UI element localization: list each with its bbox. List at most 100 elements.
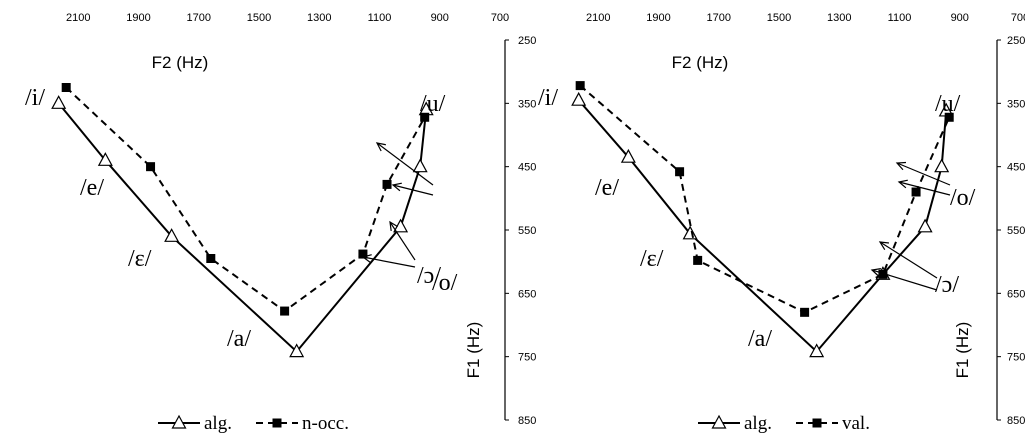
vowel-label: /u/ xyxy=(935,91,961,117)
square-point xyxy=(675,167,685,177)
x-tick-label: 1500 xyxy=(247,12,271,24)
legend-label: alg. xyxy=(744,413,772,434)
annotation-arrow-line xyxy=(898,181,951,196)
y-tick-label: 750 xyxy=(518,352,536,364)
x-axis-title: F2 (Hz) xyxy=(672,53,729,72)
vowel-label: /ɔ/ xyxy=(417,263,441,289)
y-tick-label: 650 xyxy=(1007,288,1025,300)
triangle-point xyxy=(934,158,950,173)
square-point xyxy=(61,83,71,92)
vowel-label: /ɛ/ xyxy=(128,246,152,272)
y-tick-label: 350 xyxy=(1007,98,1025,110)
y-tick-label: 250 xyxy=(518,35,536,47)
vowel-label: /a/ xyxy=(748,326,772,352)
annotation-arrow-line xyxy=(376,142,434,186)
square-point xyxy=(358,249,368,259)
legend: alg. val. xyxy=(698,413,870,434)
y-tick-label: 250 xyxy=(1007,35,1025,47)
square-point xyxy=(420,112,430,122)
y-axis-title: F1 (Hz) xyxy=(464,322,483,379)
x-tick-label: 700 xyxy=(1011,12,1025,24)
y-axis-title: F1 (Hz) xyxy=(953,322,972,379)
annotation-arrow-head xyxy=(375,142,386,152)
square-point xyxy=(911,187,921,197)
vowel-chart-panel-1: 2100 1900 1700 1500 1300 1100 900 700 250 350 450 5… xyxy=(25,12,536,434)
x-tick-label: 2100 xyxy=(586,12,610,24)
triangle-point xyxy=(51,95,67,109)
annotation-arrow-head xyxy=(361,254,372,263)
square-point xyxy=(382,179,392,189)
annotation-arrow-head xyxy=(870,268,881,277)
square-point xyxy=(575,81,585,91)
square-point xyxy=(206,254,216,263)
x-tick-label: 1700 xyxy=(187,12,211,24)
legend-triangle-marker xyxy=(171,414,187,429)
x-tick-label: 900 xyxy=(951,12,969,24)
x-tick-label: 700 xyxy=(491,12,509,24)
x-tick-label: 1300 xyxy=(307,12,331,24)
annotation-arrow-line xyxy=(871,269,938,291)
vowel-label: /o/ xyxy=(950,185,976,211)
legend-square-marker xyxy=(272,418,282,428)
y-tick-label: 750 xyxy=(1007,352,1025,364)
x-tick-label: 1100 xyxy=(888,12,912,24)
triangle-point xyxy=(97,152,113,166)
y-tick-label: 850 xyxy=(518,415,536,427)
vowel-label: /o/ xyxy=(432,270,458,296)
series-line-2 xyxy=(579,84,951,314)
annotation-arrow-head xyxy=(391,182,402,192)
annotation-arrow-line xyxy=(896,162,951,186)
y-tick-label: 550 xyxy=(518,225,536,237)
legend-square-marker xyxy=(812,418,822,428)
vowel-label: /a/ xyxy=(227,326,251,352)
square-point xyxy=(693,255,703,265)
legend-triangle-marker xyxy=(711,414,727,429)
series-line-1 xyxy=(577,99,948,354)
y-tick-label: 850 xyxy=(1007,415,1025,427)
x-tick-label: 2100 xyxy=(66,12,90,24)
legend: alg. n-occ. xyxy=(158,413,349,434)
y-tick-label: 450 xyxy=(518,162,536,174)
square-point xyxy=(800,307,810,317)
x-axis-title: F2 (Hz) xyxy=(152,53,209,72)
triangle-point xyxy=(620,148,636,163)
square-point xyxy=(878,269,888,279)
legend-label: n-occ. xyxy=(302,413,349,434)
square-point xyxy=(146,162,156,172)
x-tick-label: 900 xyxy=(431,12,449,24)
x-tick-label: 1900 xyxy=(126,12,150,24)
vowel-label: /i/ xyxy=(25,85,45,111)
vowel-label: /ɛ/ xyxy=(640,246,664,272)
series-line-2 xyxy=(65,86,426,313)
annotation-arrow-line xyxy=(389,221,416,261)
square-point xyxy=(944,112,954,122)
vowel-label: /e/ xyxy=(595,175,619,201)
annotation-arrow-line xyxy=(392,184,434,196)
triangle-point xyxy=(809,343,825,358)
annotation-arrow-line xyxy=(879,241,938,279)
vowel-label: /e/ xyxy=(80,175,104,201)
y-tick-label: 450 xyxy=(1007,162,1025,174)
legend-label: val. xyxy=(842,413,870,434)
vowel-label: /u/ xyxy=(420,91,446,117)
x-tick-label: 1900 xyxy=(646,12,670,24)
annotation-arrow-line xyxy=(362,256,416,268)
x-tick-label: 1300 xyxy=(827,12,851,24)
y-tick-label: 350 xyxy=(518,98,536,110)
series-line-1 xyxy=(57,102,428,354)
legend-label: alg. xyxy=(204,413,232,434)
annotation-arrow-head xyxy=(878,241,890,250)
x-tick-label: 1500 xyxy=(767,12,791,24)
vowel-chart-panel-2: 2100 1900 1700 1500 1300 1100 900 700 250 350 450 5… xyxy=(538,12,1025,434)
triangle-point xyxy=(289,343,305,358)
x-tick-label: 1700 xyxy=(707,12,731,24)
y-tick-label: 650 xyxy=(518,288,536,300)
vowel-label: /i/ xyxy=(538,85,558,111)
annotation-arrow-head xyxy=(389,220,399,232)
x-tick-label: 1100 xyxy=(368,12,392,24)
triangle-point xyxy=(164,228,180,242)
annotation-arrow-head xyxy=(895,161,907,171)
triangle-point xyxy=(412,158,428,173)
vowel-label: /ɔ/ xyxy=(935,272,959,298)
triangle-point xyxy=(917,218,933,233)
